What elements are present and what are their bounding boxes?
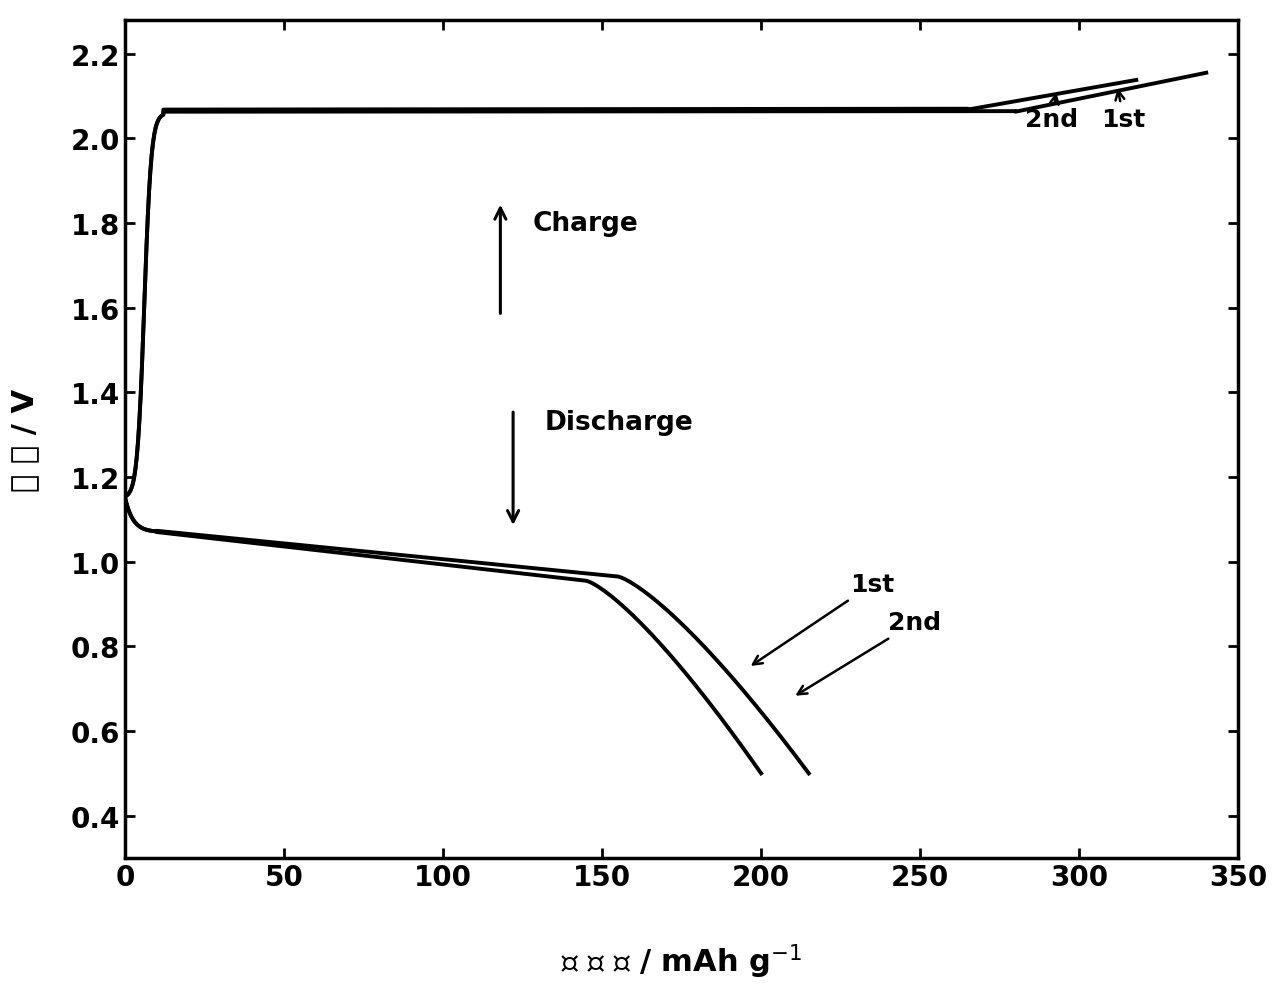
Text: 1st: 1st (1101, 91, 1145, 131)
Text: Charge: Charge (532, 211, 638, 237)
Text: 2nd: 2nd (797, 611, 942, 695)
Text: 1st: 1st (753, 573, 894, 665)
Text: 电 压 / V: 电 压 / V (10, 388, 40, 491)
Text: 2nd: 2nd (1025, 96, 1078, 131)
Text: Discharge: Discharge (545, 410, 694, 435)
Text: 比 容 量 / mAh g$^{-1}$: 比 容 量 / mAh g$^{-1}$ (562, 942, 802, 980)
